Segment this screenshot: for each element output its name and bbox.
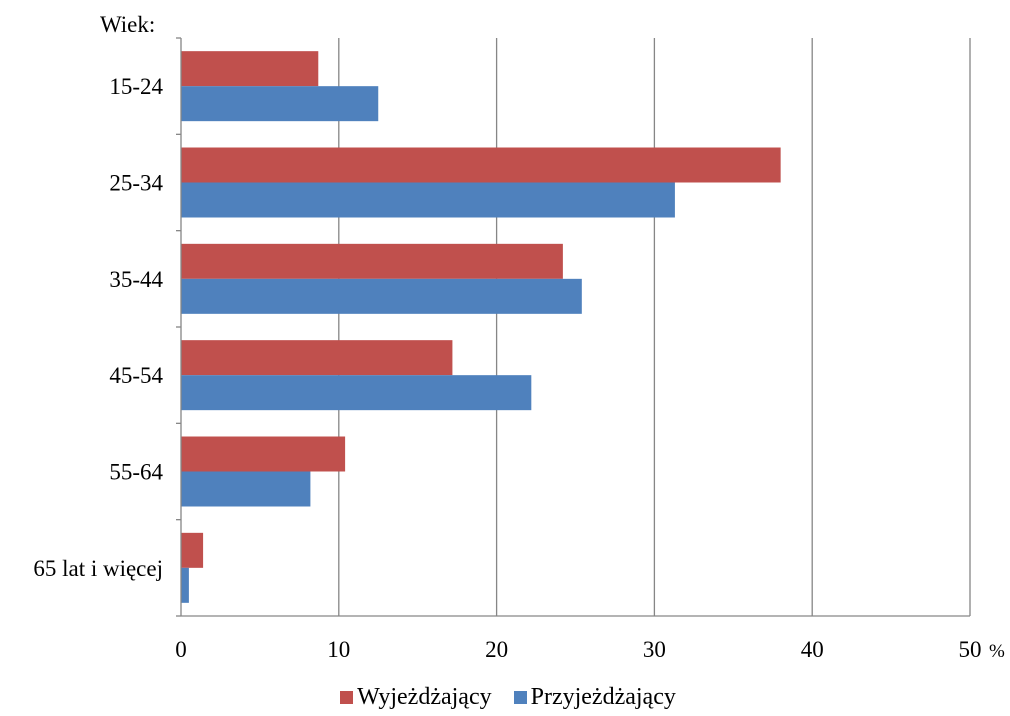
bar-wyjezdzajacy (181, 436, 346, 472)
x-tick-label: 20 (485, 637, 508, 662)
category-label: 45-54 (109, 363, 163, 388)
x-tick-label: 30 (643, 637, 666, 662)
bar-wyjezdzajacy (181, 51, 319, 87)
bar-przyjezdzajacy (181, 278, 582, 314)
gridlines (338, 38, 971, 616)
bar-wyjezdzajacy (181, 147, 781, 183)
legend-item: Wyjeżdżający (340, 684, 492, 711)
bar-przyjezdzajacy (181, 471, 311, 507)
x-tick-label: 10 (327, 637, 350, 662)
legend: Wyjeżdżający Przyjeżdżający (0, 684, 1010, 711)
bars (181, 51, 781, 603)
axes: 0 10 20 30 40 50 15-24 25-34 35-44 45-54 55-64 65 l… (33, 37, 982, 662)
bar-wyjezdzajacy (181, 532, 204, 568)
category-label: 55-64 (109, 460, 163, 485)
bar-przyjezdzajacy (181, 375, 532, 411)
bar-chart: 0 10 20 30 40 50 15-24 25-34 35-44 45-54 55-64 65 l… (33, 12, 1005, 662)
category-label: 35-44 (109, 267, 163, 292)
category-label: 65 lat i więcej (33, 556, 163, 581)
bar-przyjezdzajacy (181, 567, 189, 603)
bar-przyjezdzajacy (181, 86, 379, 122)
x-axis-unit: % (989, 641, 1005, 662)
bar-wyjezdzajacy (181, 340, 453, 376)
legend-item: Przyjeżdżający (513, 684, 676, 711)
legend-swatch (340, 691, 354, 704)
legend-label: Przyjeżdżający (530, 684, 676, 710)
legend-label: Wyjeżdżający (357, 684, 492, 710)
x-tick-label: 40 (801, 637, 824, 662)
category-label: 15-24 (109, 74, 163, 99)
legend-swatch (513, 691, 527, 704)
bar-wyjezdzajacy (181, 243, 563, 279)
category-axis-title: Wiek: (100, 12, 155, 37)
x-tick-label: 50 (959, 637, 982, 662)
category-label: 25-34 (109, 171, 163, 196)
x-tick-label: 0 (175, 637, 187, 662)
bar-przyjezdzajacy (181, 182, 675, 218)
